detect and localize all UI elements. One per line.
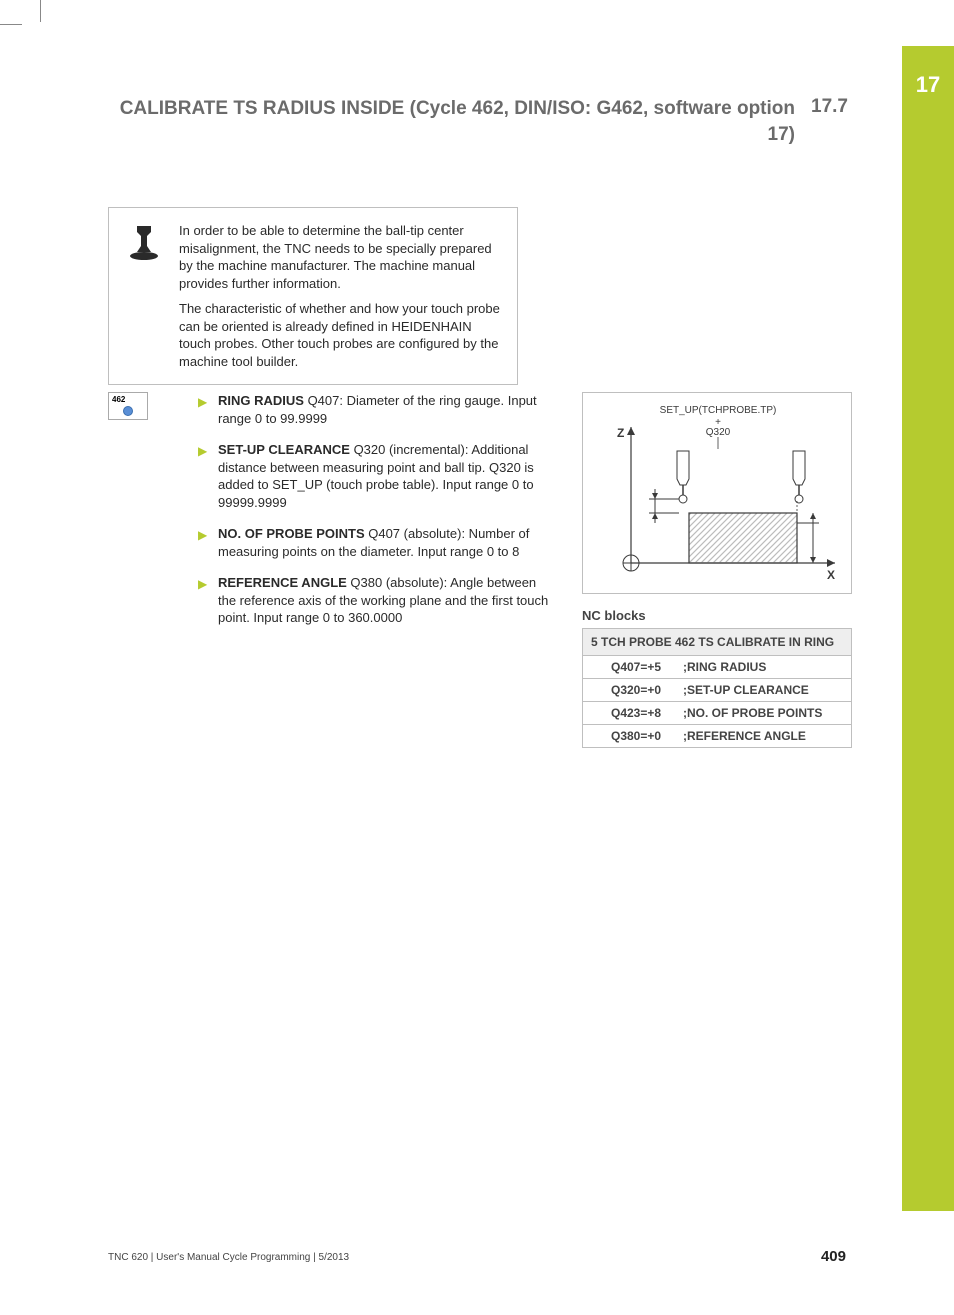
info-paragraph-1: In order to be able to determine the bal… bbox=[179, 222, 503, 292]
chapter-tab: 17 bbox=[902, 46, 954, 1211]
crop-mark-v bbox=[40, 0, 41, 22]
nc-blocks-heading: NC blocks bbox=[582, 608, 646, 623]
crop-mark-h bbox=[0, 24, 22, 25]
param-item: ▶NO. OF PROBE POINTS Q407 (absolute): Nu… bbox=[198, 525, 550, 560]
nc-code: Q320=+0 bbox=[611, 683, 683, 697]
nc-table-header: 5 TCH PROBE 462 TS CALIBRATE IN RING bbox=[583, 629, 851, 656]
cycle-icon-label: 462 bbox=[112, 395, 125, 404]
chapter-number: 17 bbox=[902, 72, 954, 98]
param-label: NO. OF PROBE POINTS bbox=[218, 526, 365, 541]
param-label: REFERENCE ANGLE bbox=[218, 575, 347, 590]
diagram-setup-label: SET_UP(TCHPROBE.TP) bbox=[660, 405, 777, 416]
info-note-box: In order to be able to determine the bal… bbox=[108, 207, 518, 385]
setup-diagram: Z X SET_UP(TCHPROBE.TP) bbox=[582, 392, 852, 594]
machine-icon bbox=[123, 222, 165, 264]
param-label: RING RADIUS bbox=[218, 393, 304, 408]
parameter-list: ▶RING RADIUS Q407: Diameter of the ring … bbox=[198, 392, 550, 641]
axis-z-label: Z bbox=[617, 426, 624, 440]
footer-page-number: 409 bbox=[821, 1248, 846, 1265]
nc-blocks-table: 5 TCH PROBE 462 TS CALIBRATE IN RING Q40… bbox=[582, 628, 852, 748]
param-item: ▶REFERENCE ANGLE Q380 (absolute): Angle … bbox=[198, 574, 550, 627]
nc-desc: ;RING RADIUS bbox=[683, 660, 843, 674]
nc-desc: ;REFERENCE ANGLE bbox=[683, 729, 843, 743]
nc-code: Q380=+0 bbox=[611, 729, 683, 743]
page-title: CALIBRATE TS RADIUS INSIDE (Cycle 462, D… bbox=[108, 96, 795, 147]
bullet-icon: ▶ bbox=[198, 443, 207, 459]
bullet-icon: ▶ bbox=[198, 527, 207, 543]
nc-table-row: Q380=+0;REFERENCE ANGLE bbox=[583, 725, 851, 747]
param-label: SET-UP CLEARANCE bbox=[218, 442, 350, 457]
bullet-icon: ▶ bbox=[198, 576, 207, 592]
nc-table-row: Q320=+0;SET-UP CLEARANCE bbox=[583, 679, 851, 702]
nc-desc: ;NO. OF PROBE POINTS bbox=[683, 706, 843, 720]
nc-table-row: Q423=+8;NO. OF PROBE POINTS bbox=[583, 702, 851, 725]
nc-desc: ;SET-UP CLEARANCE bbox=[683, 683, 843, 697]
nc-code: Q423=+8 bbox=[611, 706, 683, 720]
cycle-462-icon: 462 bbox=[108, 392, 148, 420]
param-item: ▶RING RADIUS Q407: Diameter of the ring … bbox=[198, 392, 550, 427]
info-paragraph-2: The characteristic of whether and how yo… bbox=[179, 300, 503, 370]
footer-doc-info: TNC 620 | User's Manual Cycle Programmin… bbox=[108, 1252, 349, 1263]
page-header: CALIBRATE TS RADIUS INSIDE (Cycle 462, D… bbox=[108, 96, 848, 147]
bullet-icon: ▶ bbox=[198, 394, 207, 410]
diagram-q-label: Q320 bbox=[706, 427, 731, 438]
nc-code: Q407=+5 bbox=[611, 660, 683, 674]
nc-table-row: Q407=+5;RING RADIUS bbox=[583, 656, 851, 679]
section-number: 17.7 bbox=[811, 96, 848, 118]
axis-x-label: X bbox=[827, 568, 835, 582]
param-item: ▶SET-UP CLEARANCE Q320 (incremental): Ad… bbox=[198, 441, 550, 511]
cycle-icon-dot bbox=[123, 406, 133, 416]
